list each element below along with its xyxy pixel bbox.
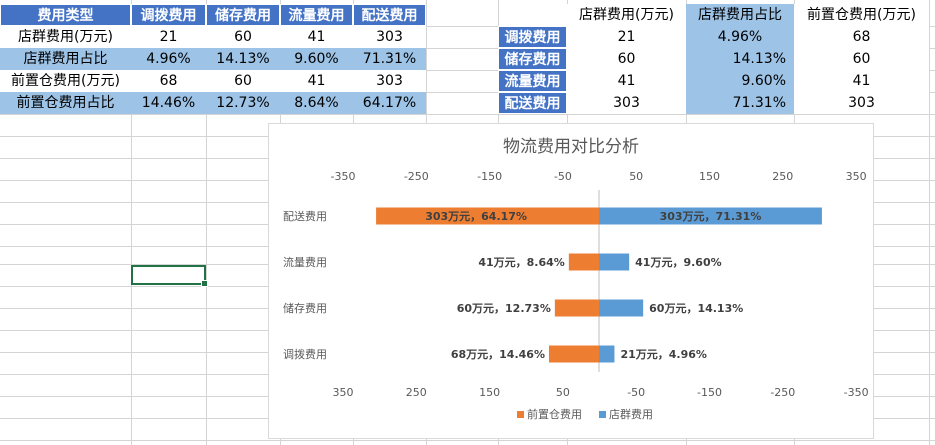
table1-cell[interactable]: 41 [280, 26, 353, 48]
top-axis-tick: 250 [772, 170, 793, 183]
top-axis-tick: -350 [331, 170, 356, 183]
table1-header-col[interactable]: 储存费用 [206, 4, 280, 26]
bar-right[interactable] [599, 207, 822, 225]
table2-cell[interactable]: 68 [794, 26, 929, 48]
table1-row-label[interactable]: 店群费用(万元) [0, 26, 131, 48]
table2-header-col[interactable]: 店群费用占比 [686, 4, 794, 26]
table2-cell[interactable]: 41 [567, 70, 686, 92]
bottom-axis-tick: -350 [844, 386, 869, 399]
table1-cell[interactable]: 71.31% [353, 48, 426, 70]
table1-cell[interactable]: 68 [131, 70, 206, 92]
table1-cell[interactable]: 12.73% [206, 92, 280, 114]
data-label-right: 41万元，9.60% [635, 256, 721, 269]
table1-cell[interactable]: 64.17% [353, 92, 426, 114]
legend-label: 前置仓费用 [527, 407, 582, 421]
table2-cell[interactable]: 9.60% [686, 70, 794, 92]
table2-cell[interactable]: 303 [794, 92, 929, 114]
selected-cell[interactable] [131, 265, 208, 287]
bottom-axis-tick: 250 [406, 386, 427, 399]
category-label: 流量费用 [283, 255, 327, 269]
legend-swatch [517, 411, 524, 418]
table2-cell[interactable]: 4.96% [686, 26, 794, 48]
table1-cell[interactable]: 303 [353, 70, 426, 92]
category-label: 储存费用 [283, 301, 327, 315]
table1-row-label[interactable]: 店群费用占比 [0, 48, 131, 70]
bottom-axis-tick: 50 [556, 386, 570, 399]
table1-row-label[interactable]: 前置仓费用(万元) [0, 70, 131, 92]
bottom-axis-tick: 150 [479, 386, 500, 399]
bottom-axis-tick: -250 [770, 386, 795, 399]
data-label-right: 303万元，71.31% [660, 210, 762, 223]
table1-row-label[interactable]: 前置仓费用占比 [0, 92, 131, 114]
data-label-left: 41万元，8.64% [478, 256, 564, 269]
chart-area[interactable]: 物流费用对比分析 -350 -250 -150 -50 50 150 250 350 350 2… [268, 123, 874, 439]
table1-header-col[interactable]: 流量费用 [280, 4, 353, 26]
table1-header-col[interactable]: 调拨费用 [131, 4, 206, 26]
table1-cell[interactable]: 303 [353, 26, 426, 48]
chart-title: 物流费用对比分析 [503, 137, 639, 157]
table2-cell[interactable]: 14.13% [686, 48, 794, 70]
data-label-left: 303万元，64.17% [425, 210, 527, 223]
top-axis-tick: 50 [629, 170, 643, 183]
table2-header-col[interactable]: 店群费用(万元) [567, 4, 686, 26]
table1-cell[interactable]: 60 [206, 26, 280, 48]
table1-header-label[interactable]: 费用类型 [0, 4, 131, 26]
legend-swatch [599, 411, 606, 418]
bottom-axis-tick: -50 [627, 386, 645, 399]
table2-cell[interactable]: 60 [567, 48, 686, 70]
bar-left[interactable] [376, 207, 599, 225]
table1-cell[interactable]: 60 [206, 70, 280, 92]
butterfly-chart: 物流费用对比分析 -350 -250 -150 -50 50 150 250 350 350 2… [283, 137, 869, 421]
top-axis-tick: -50 [554, 170, 572, 183]
table1-cell[interactable]: 41 [280, 70, 353, 92]
table2-header-col[interactable]: 前置仓费用(万元) [794, 4, 929, 26]
data-label-right: 21万元，4.96% [620, 348, 706, 361]
data-label-left: 68万元，14.46% [451, 348, 545, 361]
table2-row-label[interactable]: 配送费用 [498, 92, 567, 114]
top-axis-tick: -250 [404, 170, 429, 183]
table2-cell[interactable]: 303 [567, 92, 686, 114]
table2-cell[interactable]: 21 [567, 26, 686, 48]
table1-cell[interactable]: 9.60% [280, 48, 353, 70]
bar-right[interactable] [599, 253, 630, 271]
bar-left[interactable] [548, 345, 599, 363]
table2-row-label[interactable]: 调拨费用 [498, 26, 567, 48]
top-axis-tick: -150 [477, 170, 502, 183]
legend-label: 店群费用 [609, 407, 653, 421]
table2-row-label[interactable]: 流量费用 [498, 70, 567, 92]
table1-cell[interactable]: 4.96% [131, 48, 206, 70]
category-label: 配送费用 [283, 209, 327, 223]
bar-right[interactable] [599, 345, 615, 363]
table1-cell[interactable]: 14.46% [131, 92, 206, 114]
data-label-right: 60万元，14.13% [649, 302, 743, 315]
table1-header-col[interactable]: 配送费用 [353, 4, 426, 26]
category-label: 调拨费用 [283, 347, 327, 361]
bar-left[interactable] [568, 253, 599, 271]
table2-cell[interactable]: 60 [794, 48, 929, 70]
table1-cell[interactable]: 21 [131, 26, 206, 48]
top-axis-tick: 150 [699, 170, 720, 183]
table1-cell[interactable]: 14.13% [206, 48, 280, 70]
bar-left[interactable] [554, 299, 599, 317]
table2-cell[interactable]: 71.31% [686, 92, 794, 114]
data-label-left: 60万元，12.73% [457, 302, 551, 315]
bar-right[interactable] [599, 299, 644, 317]
bottom-axis-tick: 350 [333, 386, 354, 399]
bottom-axis-tick: -150 [697, 386, 722, 399]
top-axis-tick: 350 [846, 170, 867, 183]
table2-cell[interactable]: 41 [794, 70, 929, 92]
table1-cell[interactable]: 8.64% [280, 92, 353, 114]
table2-row-label[interactable]: 储存费用 [498, 48, 567, 70]
